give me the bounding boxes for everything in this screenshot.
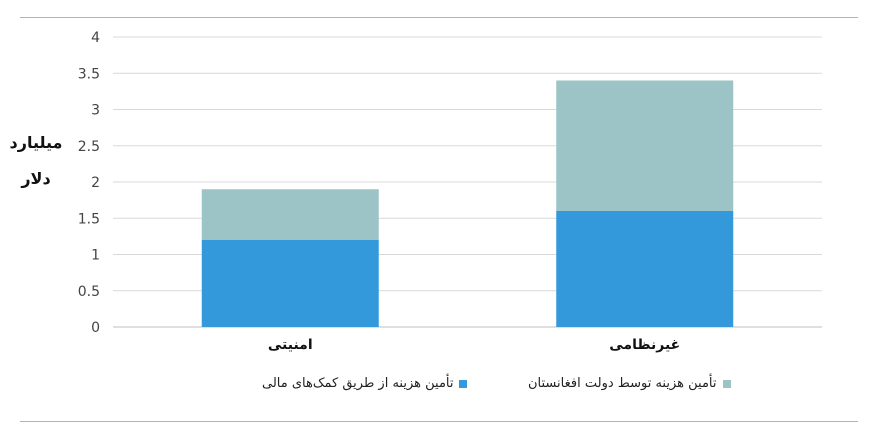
y-tick-label: 0 (91, 320, 100, 336)
legend-label-government: تأمین هزینه توسط دولت افغانستان (528, 376, 717, 391)
y-axis-label: میلیارد دلار (6, 125, 66, 197)
y-tick-label: 1 (91, 248, 100, 264)
bar-0-series-1 (201, 189, 379, 240)
legend-swatch-aid (459, 379, 468, 388)
legend-swatch-government (722, 379, 731, 388)
y-axis-label-line1: میلیارد (9, 133, 63, 152)
legend-label-aid: تأمین هزینه از طریق کمک‌های مالی (262, 376, 454, 391)
bar-0-series-0 (201, 240, 379, 327)
x-category-label: غیرنظامی (609, 337, 680, 353)
legend-item-aid: تأمین هزینه از طریق کمک‌های مالی (262, 376, 468, 391)
y-tick-label: 1.5 (78, 211, 100, 227)
y-tick-label: 0.5 (78, 284, 100, 300)
y-axis-label-line2: دلار (21, 169, 51, 188)
bar-1-series-0 (556, 211, 734, 327)
y-tick-label: 3 (91, 103, 100, 119)
y-tick-label: 4 (91, 30, 100, 46)
top-rule (20, 17, 858, 18)
bottom-rule (20, 421, 858, 422)
y-tick-label: 2.5 (78, 139, 100, 155)
y-tick-label: 2 (91, 175, 100, 191)
bar-1-series-1 (556, 80, 734, 211)
legend-item-government: تأمین هزینه توسط دولت افغانستان (528, 376, 731, 391)
y-tick-label: 3.5 (78, 66, 100, 82)
x-category-label: امنیتی (268, 337, 313, 353)
